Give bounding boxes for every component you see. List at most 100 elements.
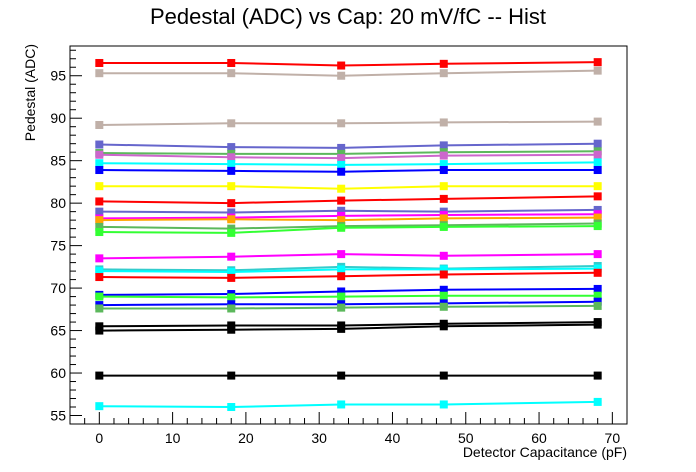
x-tick-label: 70 bbox=[605, 430, 621, 446]
data-point bbox=[227, 325, 236, 334]
data-point bbox=[593, 213, 602, 222]
x-tick-label: 30 bbox=[311, 430, 327, 446]
data-point bbox=[227, 160, 236, 169]
series-line bbox=[99, 271, 598, 279]
plot-frame bbox=[69, 45, 628, 425]
data-point bbox=[593, 264, 602, 273]
data-point bbox=[593, 320, 602, 329]
data-point bbox=[593, 301, 602, 310]
data-point bbox=[439, 69, 448, 78]
data-point bbox=[227, 199, 236, 208]
data-point bbox=[337, 119, 346, 128]
data-point bbox=[95, 371, 104, 380]
data-point bbox=[95, 58, 104, 67]
data-point bbox=[227, 371, 236, 380]
y-axis-label: Pedestal (ADC) bbox=[22, 44, 38, 141]
data-point bbox=[593, 397, 602, 406]
data-point bbox=[439, 194, 448, 203]
data-point bbox=[337, 160, 346, 169]
x-tick-label: 10 bbox=[165, 430, 181, 446]
data-point bbox=[227, 304, 236, 313]
series bbox=[95, 371, 602, 380]
data-point bbox=[337, 167, 346, 176]
series bbox=[95, 291, 602, 302]
data-point bbox=[439, 160, 448, 169]
x-tick-label: 60 bbox=[531, 430, 547, 446]
series bbox=[95, 264, 602, 276]
data-point bbox=[95, 326, 104, 335]
data-point bbox=[95, 197, 104, 206]
series-line bbox=[99, 195, 598, 205]
data-point bbox=[227, 293, 236, 302]
data-point bbox=[337, 216, 346, 225]
data-point bbox=[593, 222, 602, 231]
series-line bbox=[99, 150, 598, 155]
data-point bbox=[439, 291, 448, 300]
series bbox=[95, 301, 602, 313]
data-point bbox=[337, 292, 346, 301]
data-point bbox=[593, 150, 602, 159]
series-line bbox=[99, 304, 598, 310]
series-line bbox=[99, 69, 598, 77]
data-point bbox=[439, 322, 448, 331]
series bbox=[95, 150, 602, 163]
series-line bbox=[99, 161, 598, 166]
data-point bbox=[439, 371, 448, 380]
data-point bbox=[439, 222, 448, 231]
data-point bbox=[439, 59, 448, 68]
data-point bbox=[337, 143, 346, 152]
series-group bbox=[95, 58, 602, 412]
series bbox=[95, 222, 602, 237]
data-point bbox=[337, 324, 346, 333]
series-line bbox=[99, 208, 598, 214]
data-point bbox=[95, 322, 104, 331]
data-point bbox=[439, 182, 448, 191]
x-tick-label: 20 bbox=[238, 430, 254, 446]
y-tick-label: 60 bbox=[50, 365, 66, 381]
data-point bbox=[227, 208, 236, 217]
series-line bbox=[99, 253, 598, 260]
data-point bbox=[439, 151, 448, 160]
series-line bbox=[99, 142, 598, 149]
data-point bbox=[593, 166, 602, 175]
data-point bbox=[439, 214, 448, 223]
data-point bbox=[227, 267, 236, 276]
data-point bbox=[227, 143, 236, 152]
series-line bbox=[99, 294, 598, 299]
data-point bbox=[593, 192, 602, 201]
data-point bbox=[337, 371, 346, 380]
data-point bbox=[337, 400, 346, 409]
data-point bbox=[95, 69, 104, 78]
data-point bbox=[439, 265, 448, 274]
data-point bbox=[593, 297, 602, 306]
series-line bbox=[99, 400, 598, 409]
data-point bbox=[337, 250, 346, 259]
series-line bbox=[99, 185, 598, 190]
data-point bbox=[227, 273, 236, 282]
series bbox=[95, 139, 602, 152]
data-point bbox=[95, 304, 104, 313]
series bbox=[95, 320, 602, 335]
data-point bbox=[227, 228, 236, 237]
data-point bbox=[95, 216, 104, 225]
data-point bbox=[227, 321, 236, 330]
data-point bbox=[227, 166, 236, 175]
data-point bbox=[337, 287, 346, 296]
data-point bbox=[593, 182, 602, 191]
series bbox=[95, 213, 602, 225]
series bbox=[95, 58, 602, 70]
data-point bbox=[593, 158, 602, 167]
series-line bbox=[99, 61, 598, 67]
data-point bbox=[227, 153, 236, 162]
series bbox=[95, 182, 602, 193]
data-point bbox=[439, 270, 448, 279]
data-point bbox=[337, 71, 346, 80]
data-point bbox=[337, 223, 346, 232]
data-point bbox=[227, 224, 236, 233]
series-line bbox=[99, 153, 598, 160]
data-point bbox=[439, 400, 448, 409]
data-point bbox=[593, 268, 602, 277]
data-point bbox=[593, 66, 602, 75]
data-point bbox=[95, 207, 104, 216]
data-point bbox=[439, 302, 448, 311]
